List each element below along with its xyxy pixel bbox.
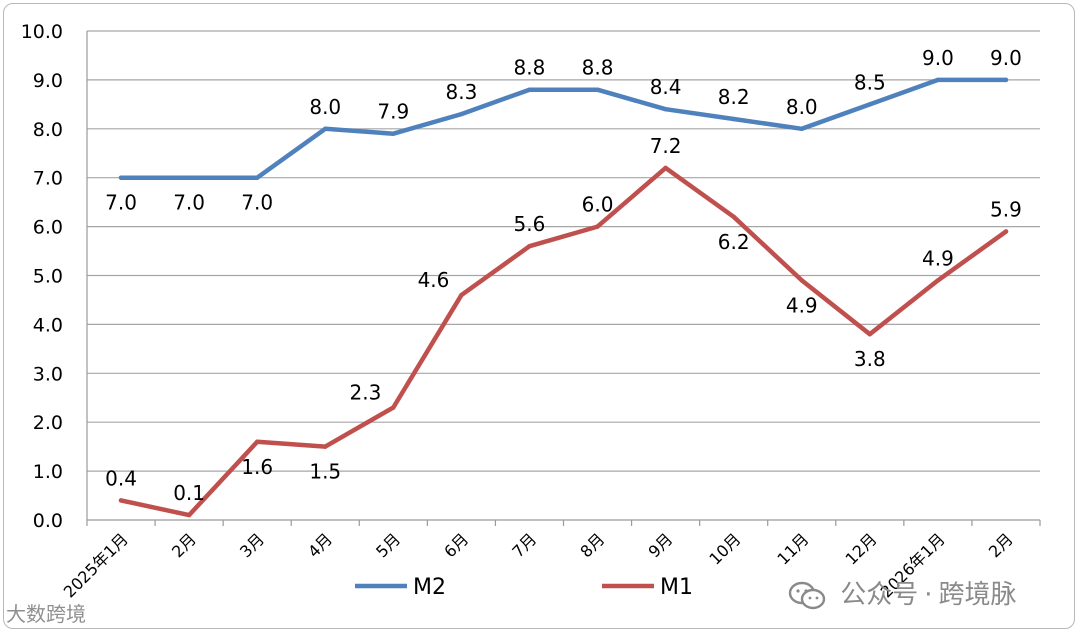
data-point-m1: [323, 444, 328, 449]
data-point-m1: [663, 165, 668, 171]
data-label-m1: 3.8: [854, 347, 886, 371]
y-tick-label: 1.0: [33, 461, 63, 483]
series-line-m1: [118, 165, 1009, 518]
x-tick-label: 2025年1月: [60, 529, 132, 601]
data-point-m2: [459, 111, 464, 117]
data-label-m2: 8.3: [445, 80, 477, 104]
data-point-m2: [323, 126, 328, 131]
watermark-left-text: 大数跨境: [6, 602, 86, 626]
data-point-m2: [595, 87, 600, 92]
x-tick-label: 2月: [168, 529, 200, 561]
y-tick-label: 9.0: [33, 70, 63, 92]
data-label-m2: 7.0: [105, 191, 137, 215]
legend-label-m1: M1: [660, 575, 693, 600]
y-tick-label: 0.0: [33, 510, 63, 532]
watermark-separator: ·: [924, 580, 933, 610]
data-point-m1: [867, 331, 873, 337]
data-point-m2: [663, 107, 668, 112]
x-tick-label: 8月: [576, 529, 608, 561]
data-label-m1: 4.6: [418, 268, 450, 292]
data-label-m1: 6.0: [582, 193, 614, 217]
data-label-layer: 7.0 7.0 7.0 8.0 7.9 8.3 8.8 8.8 8.4 8.2 8.0 8.5 9.0 9…: [105, 46, 1022, 505]
data-point-m1: [595, 224, 600, 229]
data-label-m2: 8.5: [854, 70, 886, 94]
watermark-account-label: 公众号: [840, 580, 919, 610]
x-tick-label: 4月: [304, 529, 336, 561]
data-label-m1: 2.3: [350, 381, 382, 405]
x-tick-label: 3月: [236, 529, 268, 561]
x-tick-label: 2月: [985, 529, 1017, 561]
y-tick-label: 5.0: [33, 266, 63, 288]
data-label-m2: 7.0: [173, 191, 205, 215]
grid-layer: [87, 30, 1040, 521]
data-label-m1: 0.4: [105, 466, 137, 490]
y-tick-label: 4.0: [33, 314, 63, 336]
series-line-m2: [118, 77, 1009, 180]
y-tick-label: 6.0: [33, 217, 63, 239]
data-label-m2: 8.2: [718, 85, 750, 109]
y-tick-label: 2.0: [33, 412, 63, 434]
data-label-m1: 0.1: [173, 481, 205, 505]
data-point-m1: [459, 292, 464, 298]
data-label-m2: 8.8: [582, 56, 614, 80]
x-tick-label: 12月: [841, 529, 880, 568]
data-point-m1: [254, 439, 260, 444]
data-point-m1: [118, 498, 124, 503]
data-point-m1: [935, 278, 941, 283]
data-point-m1: [731, 214, 736, 220]
watermark-left: 大数跨境: [6, 598, 86, 627]
data-point-m2: [731, 116, 736, 122]
x-tick-label: 7月: [508, 529, 540, 561]
x-tick-label: 11月: [773, 529, 812, 568]
data-label-m2: 8.0: [786, 95, 818, 119]
watermark-right: 公众号 · 跨境脉: [788, 574, 1017, 611]
data-label-m2: 8.0: [309, 95, 341, 119]
y-tick-label: 8.0: [33, 119, 63, 141]
data-label-m1: 6.2: [718, 230, 750, 254]
data-point-m1: [391, 405, 396, 410]
data-label-m1: 5.9: [990, 197, 1022, 221]
data-point-m2: [935, 77, 941, 83]
data-label-m1: 1.5: [309, 460, 341, 484]
watermark-account-name: 跨境脉: [938, 580, 1017, 610]
data-label-m2: 7.9: [377, 100, 409, 124]
x-tick-label: 6月: [440, 529, 472, 561]
legend: M2 M1: [355, 575, 693, 600]
data-point-m2: [118, 175, 124, 180]
y-tick-label: 10.0: [21, 21, 63, 43]
y-tick-label: 7.0: [33, 168, 63, 190]
x-tick-label: 10月: [705, 529, 744, 568]
series-layer: [118, 77, 1009, 518]
wechat-icon: [788, 581, 826, 609]
data-point-m2: [254, 175, 260, 180]
x-tick-label: 9月: [644, 529, 676, 561]
data-point-m1: [186, 512, 192, 518]
data-point-m1: [799, 278, 804, 283]
data-point-m2: [799, 126, 804, 131]
axis-layer: 0.0 1.0 2.0 3.0 4.0 5.0 6.0 7.0 8.0 9.0 10.0 2025年1…: [21, 21, 1041, 601]
data-label-m1: 1.6: [241, 455, 273, 479]
data-label-m2: 9.0: [922, 46, 954, 70]
data-label-m2: 9.0: [990, 46, 1022, 70]
data-label-m1: 7.2: [650, 134, 682, 158]
data-point-m2: [391, 131, 396, 136]
data-label-m2: 8.4: [650, 75, 682, 99]
data-label-m2: 7.0: [241, 191, 273, 215]
data-point-m2: [867, 102, 873, 107]
data-label-m1: 4.9: [786, 293, 818, 317]
data-point-m2: [527, 87, 532, 92]
data-label-m1: 5.6: [514, 212, 546, 236]
data-label-m1: 4.9: [922, 246, 954, 270]
data-point-m2: [186, 175, 192, 180]
y-tick-label: 3.0: [33, 363, 63, 385]
data-point-m2: [1003, 77, 1009, 83]
data-point-m1: [527, 243, 532, 249]
x-tick-label: 5月: [372, 529, 404, 561]
data-point-m1: [1003, 229, 1009, 234]
data-label-m2: 8.8: [514, 56, 546, 80]
legend-label-m2: M2: [413, 575, 446, 600]
chart-frame: [3, 3, 1075, 629]
